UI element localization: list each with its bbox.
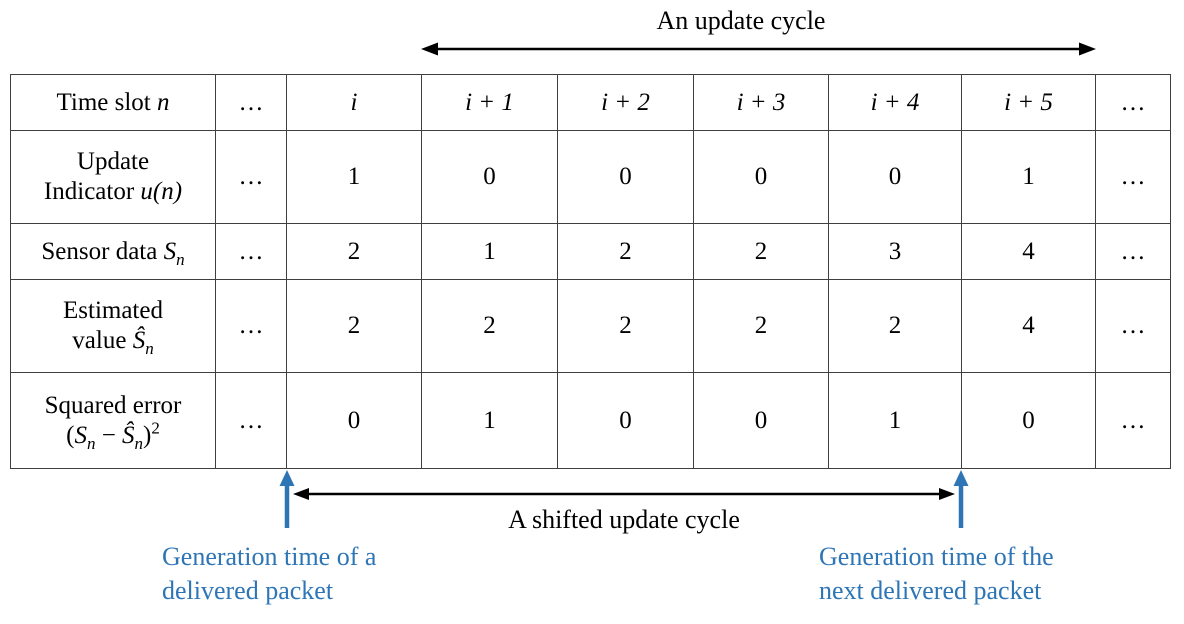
cell-value: 0	[828, 130, 962, 224]
label-text: Sensor data	[41, 237, 164, 265]
callout-line: Generation time of the	[819, 542, 1054, 571]
formula-sub: n	[134, 433, 144, 453]
update-cycle-arrow	[421, 42, 1096, 56]
ellipsis-cell: …	[215, 372, 287, 469]
cell-value: 0	[961, 372, 1096, 469]
callout-line: next delivered packet	[819, 576, 1042, 605]
row-time-slot: Time slot n … i i + 1 i + 2 i + 3 i + 4 …	[10, 74, 1171, 131]
row-label-time-slot: Time slot n	[10, 74, 216, 131]
shifted-update-cycle-label: A shifted update cycle	[508, 505, 740, 534]
formula-var: S	[74, 421, 87, 449]
row-squared-error: Squared error (Sn − Ŝn)2 … 0 1 0 0 1 0 …	[10, 372, 1171, 469]
label-formula: (Sn − Ŝn)2	[11, 418, 215, 453]
formula-var: Ŝ	[122, 421, 135, 449]
cell-value: 0	[286, 372, 422, 469]
cell-value: 2	[421, 279, 558, 373]
callout-line: delivered packet	[162, 576, 334, 605]
ellipsis-cell: …	[1095, 130, 1171, 224]
slot-header-i4: i + 4	[828, 74, 962, 131]
update-cycle-label: An update cycle	[656, 6, 826, 35]
slot-header-i: i	[286, 74, 422, 131]
label-sub: n	[145, 339, 154, 358]
row-label-sensor-data: Sensor data Sn	[10, 223, 216, 280]
cell-value: 2	[693, 223, 829, 280]
slot-header-i1: i + 1	[421, 74, 558, 131]
cell-value: 2	[693, 279, 829, 373]
shifted-update-cycle-arrow	[293, 488, 955, 500]
cell-value: 0	[557, 130, 694, 224]
ellipsis-cell: …	[215, 279, 287, 373]
generation-time-marker-right-icon	[953, 470, 969, 528]
formula-part: )	[143, 421, 152, 449]
cell-value: 2	[557, 279, 694, 373]
cell-value: 2	[286, 279, 422, 373]
slot-header-i3: i + 3	[693, 74, 829, 131]
cell-value: 4	[961, 223, 1096, 280]
time-slot-table: Time slot n … i i + 1 i + 2 i + 3 i + 4 …	[10, 74, 1171, 469]
cell-value: 1	[421, 372, 558, 469]
label-text: value	[72, 327, 133, 354]
cell-value: 4	[961, 279, 1096, 373]
label-sub: n	[176, 249, 185, 269]
slot-header-i5: i + 5	[961, 74, 1096, 131]
ellipsis-cell: …	[215, 130, 287, 224]
ellipsis-cell: …	[1095, 74, 1171, 131]
label-var: S	[163, 237, 177, 265]
cell-value: 1	[286, 130, 422, 224]
cell-value: 0	[693, 372, 829, 469]
label-line2: Indicator u(n)	[11, 177, 215, 207]
cell-value: 3	[828, 223, 962, 280]
ellipsis-cell: …	[1095, 279, 1171, 373]
label-line1: Squared error	[44, 391, 182, 419]
generation-time-left-callout: Generation time of a delivered packet	[162, 540, 462, 608]
label-line1: Estimated	[63, 297, 163, 324]
cell-value: 1	[961, 130, 1096, 224]
generation-time-marker-left-icon	[279, 470, 295, 528]
cell-value: 0	[693, 130, 829, 224]
ellipsis-cell: …	[215, 74, 287, 131]
label-text: Time slot	[56, 88, 157, 116]
label-line2: value Ŝn	[11, 326, 215, 358]
cell-value: 1	[421, 223, 558, 280]
ellipsis-cell: …	[1095, 372, 1171, 469]
label-text: Indicator	[43, 178, 141, 205]
row-label-squared-error: Squared error (Sn − Ŝn)2	[10, 372, 216, 469]
row-sensor-data: Sensor data Sn … 2 1 2 2 3 4 …	[10, 223, 1171, 280]
ellipsis-cell: …	[215, 223, 287, 280]
cell-value: 0	[421, 130, 558, 224]
row-update-indicator: Update Indicator u(n) … 1 0 0 0 0 1 …	[10, 130, 1171, 224]
formula-sup: 2	[151, 418, 160, 438]
generation-time-right-callout: Generation time of the next delivered pa…	[819, 540, 1139, 608]
row-label-update-indicator: Update Indicator u(n)	[10, 130, 216, 224]
label-var: Ŝ	[132, 327, 146, 354]
slot-header-i2: i + 2	[557, 74, 694, 131]
cell-value: 2	[828, 279, 962, 373]
formula-part: −	[95, 421, 123, 449]
formula-part: (	[66, 421, 75, 449]
cell-value: 1	[828, 372, 962, 469]
label-line1: Update	[76, 148, 150, 175]
cell-value: 2	[286, 223, 422, 280]
cell-value: 0	[557, 372, 694, 469]
ellipsis-cell: …	[1095, 223, 1171, 280]
row-estimated-value: Estimated value Ŝn … 2 2 2 2 2 4 …	[10, 279, 1171, 373]
cell-value: 2	[557, 223, 694, 280]
label-var: n	[157, 88, 170, 116]
label-var: u(n)	[140, 178, 183, 205]
formula-sub: n	[86, 433, 96, 453]
row-label-estimated-value: Estimated value Ŝn	[10, 279, 216, 373]
callout-line: Generation time of a	[162, 542, 377, 571]
